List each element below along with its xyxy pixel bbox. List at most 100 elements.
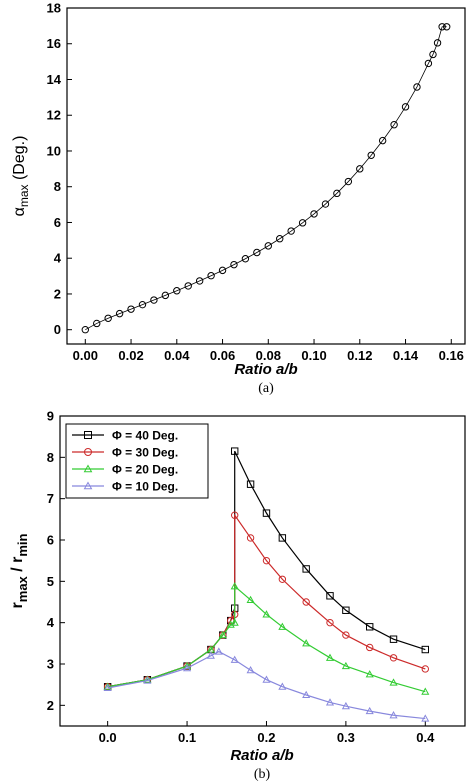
data-point (344, 177, 353, 186)
data-point (246, 595, 255, 603)
data-point (104, 314, 112, 322)
data-point (310, 210, 318, 218)
data-point (326, 592, 334, 600)
data-point (365, 706, 374, 715)
data-point (103, 683, 112, 692)
x-tick-label: 0.10 (301, 348, 326, 363)
data-point (302, 690, 311, 699)
y-axis-label-a-unit: (Deg.) (11, 136, 28, 185)
plot-frame-b (59, 415, 466, 727)
legend-marker (83, 464, 93, 473)
data-point (326, 618, 334, 627)
data-point (276, 235, 284, 243)
plot-frame-a (66, 7, 466, 345)
data-point (424, 59, 433, 68)
y-tick-label: 10 (47, 143, 61, 158)
legend-frame (65, 423, 209, 499)
data-point (195, 277, 204, 285)
data-point (81, 326, 89, 334)
y-tick-label: 0 (54, 322, 61, 337)
series-line (85, 26, 447, 331)
data-point (253, 248, 261, 257)
x-tick-label: 0.14 (393, 348, 419, 363)
data-point (421, 714, 430, 722)
data-point (325, 698, 335, 706)
data-point (218, 266, 227, 275)
data-point (262, 556, 271, 565)
y-tick-label: 6 (47, 533, 54, 548)
x-axis-label-b: Ratio a/b (230, 747, 293, 764)
data-point (366, 643, 374, 652)
y-tick-label: 16 (47, 36, 61, 51)
data-point (278, 622, 287, 630)
data-point (206, 651, 215, 659)
data-point (231, 447, 239, 455)
data-point (127, 305, 135, 313)
legend-label: Φ = 20 Deg. (112, 463, 178, 477)
chart-b: 0.0 0.1 0.2 0.3 0.4 2 3 4 5 6 7 8 9 Φ = 40 Deg. Φ = 3… (9, 409, 466, 782)
data-point (230, 655, 239, 663)
data-point (421, 645, 429, 654)
x-tick-label: 0.3 (337, 730, 355, 745)
data-point (342, 631, 350, 639)
data-point (231, 511, 239, 519)
y-tick-label: 8 (47, 450, 54, 465)
data-point (287, 227, 295, 235)
data-point (401, 103, 410, 111)
y-axis-label-b-base: r (9, 602, 26, 608)
data-point (241, 255, 250, 263)
data-point (230, 582, 239, 590)
data-point (366, 623, 374, 631)
y-tick-label: 6 (54, 215, 61, 230)
data-point (207, 272, 215, 280)
data-point (184, 282, 192, 290)
y-tick-label: 7 (47, 491, 54, 506)
ticks-b: 0.0 0.1 0.2 0.3 0.4 2 3 4 5 6 7 8 9 (47, 409, 435, 746)
y-tick-label: 3 (47, 657, 54, 672)
data-point (150, 296, 158, 304)
y-axis-label-b: rmax / rmin (9, 533, 30, 608)
x-tick-label: 0.1 (178, 730, 196, 745)
data-point (264, 242, 272, 250)
data-point (433, 39, 442, 47)
y-tick-label: 18 (47, 1, 61, 16)
data-point (173, 287, 181, 295)
data-point (93, 319, 101, 328)
x-axis-label-a: Ratio a/b (234, 361, 297, 378)
legend-marker (83, 481, 93, 490)
y-axis-label-b-sub2: min (15, 533, 30, 556)
series-line (107, 584, 426, 693)
y-tick-label: 14 (47, 72, 62, 87)
data-point (365, 670, 374, 678)
y-tick-label: 4 (47, 615, 55, 630)
data-point (341, 701, 350, 710)
data-point (367, 151, 375, 159)
data-point (214, 647, 223, 655)
x-tick-label: 0.00 (73, 348, 98, 363)
data-point (262, 610, 271, 618)
data-point (246, 480, 255, 488)
y-axis-label-b-sub1: max (15, 575, 30, 602)
legend-label: Φ = 10 Deg. (112, 480, 178, 494)
legend-label: Φ = 30 Deg. (112, 446, 178, 460)
data-point (302, 639, 311, 647)
data-point (389, 711, 398, 719)
data-point (115, 309, 124, 318)
data-point (438, 23, 446, 31)
data-point (302, 598, 310, 606)
x-tick-label: 0.04 (164, 348, 190, 363)
y-tick-label: 4 (54, 251, 62, 266)
x-tick-label: 0.12 (347, 348, 372, 363)
data-point (246, 534, 255, 542)
data-point (302, 565, 310, 573)
data-point (278, 575, 287, 583)
data-point (421, 665, 429, 673)
data-point (278, 534, 287, 542)
data-point (378, 136, 387, 145)
y-tick-label: 2 (54, 286, 61, 301)
x-tick-label: 0.0 (99, 730, 117, 745)
data-point (429, 50, 437, 59)
legend-marker (84, 448, 92, 456)
data-point (218, 630, 227, 639)
data-point (389, 678, 398, 686)
